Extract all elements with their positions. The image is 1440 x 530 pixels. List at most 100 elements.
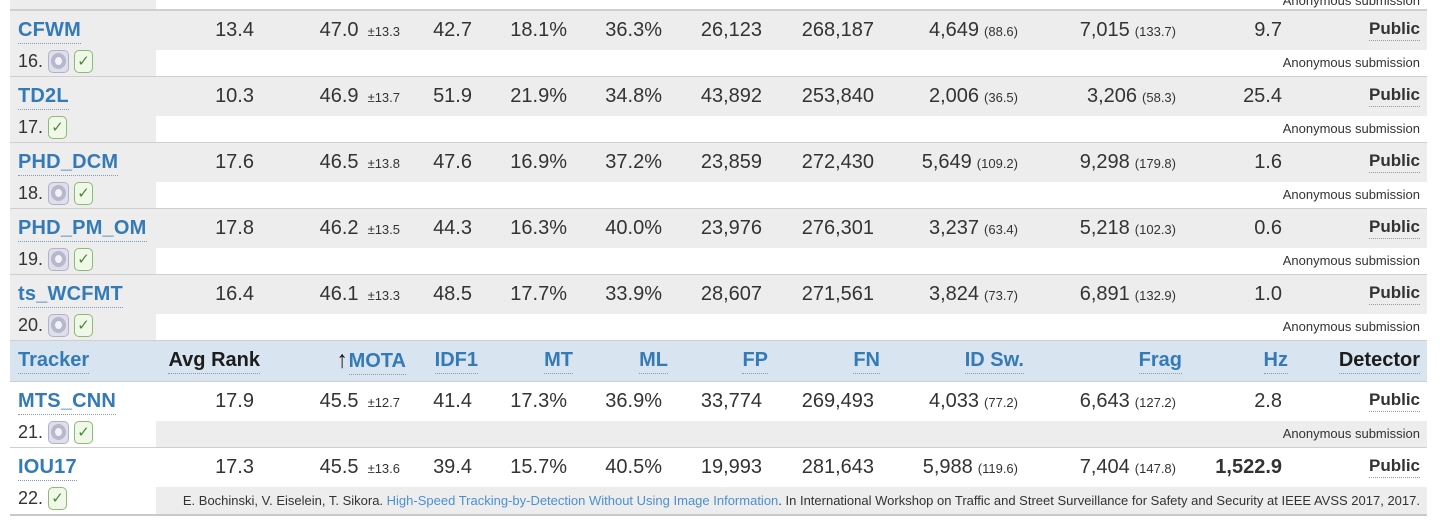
frag-relative: (127.2) [1134,394,1176,410]
column-header-fn[interactable]: FN [776,340,888,382]
tracker-link[interactable]: TD2L [18,85,69,110]
submission-row: Anonymous submission [10,420,1427,448]
tracker-link[interactable]: IOU17 [18,456,77,482]
column-header-mota[interactable]: ↑MOTA [268,340,414,382]
idsw-value: 3,237 [928,216,980,239]
mota-std-error: ±13.6 [367,460,400,476]
checkmark-icon[interactable]: ✓ [74,421,94,444]
tracker-link[interactable]: ts_WCFMT [18,283,123,308]
ml-cell: 36.3% [581,10,676,50]
mt-cell: 15.7% [486,447,581,487]
submission-cell: Anonymous submission [156,420,1427,448]
column-header-label: Avg Rank [168,349,260,374]
column-header-hz[interactable]: Hz [1190,340,1296,382]
frag-relative: (102.3) [1134,221,1176,237]
ml-cell: 36.9% [581,381,676,421]
mota-std-error: ±12.7 [367,394,400,410]
hz-cell: 0.6 [1190,208,1296,248]
frag-relative: (147.8) [1134,460,1176,476]
tracker-link[interactable]: CFWM [18,19,81,44]
column-header-mt[interactable]: MT [486,340,581,382]
submission-cell: E. Bochinski, V. Eiselein, T. Sikora. Hi… [156,486,1427,514]
detector-label[interactable]: Public [1368,456,1420,479]
aperture-icon[interactable] [48,248,70,271]
idf1-cell: 51.9 [414,76,486,116]
checkmark-icon[interactable]: ✓ [74,314,94,337]
idf1-cell: 47.6 [414,142,486,182]
detector-label[interactable]: Public [1368,283,1420,306]
frag-cell: 5,218 (102.3) [1032,208,1190,248]
idsw-relative: (109.2) [976,155,1018,171]
column-header-id-sw[interactable]: ID Sw. [888,340,1032,382]
frag-value: 3,206 [1086,84,1138,107]
rank-number: 19. [18,249,44,269]
fn-cell: 276,301 [776,208,888,248]
submission-row: Anonymous submission [10,181,1427,209]
column-header-avg-rank[interactable]: Avg Rank [156,340,268,382]
mota-value: 47.0 [319,18,359,41]
column-header-idf1[interactable]: IDF1 [414,340,486,382]
idsw-value: 2,006 [928,84,980,107]
idf1-cell: 41.4 [414,381,486,421]
tracker-cell: PHD_PM_OM 19. ✓ [10,208,156,275]
fp-cell: 28,607 [676,274,776,314]
aperture-icon[interactable] [48,50,70,73]
citation-authors: E. Bochinski, V. Eiselein, T. Sikora. [182,492,387,508]
rank-line: 16. ✓ [18,50,156,73]
sort-ascending-arrow-icon: ↑ [336,345,348,374]
ml-cell: 40.0% [581,208,676,248]
aperture-icon[interactable] [48,314,70,337]
submission-row: Anonymous submission [10,313,1427,341]
frag-relative: (58.3) [1142,89,1176,105]
tracker-link[interactable]: PHD_PM_OM [18,217,147,242]
mota-value: 46.1 [319,282,359,305]
column-header-tracker[interactable]: Tracker [10,340,156,382]
frag-value: 5,218 [1079,216,1130,239]
submission-cell: Anonymous submission [156,49,1427,77]
idsw-cell: 4,649 (88.6) [888,10,1032,50]
column-header-detector[interactable]: Detector [1296,340,1427,382]
ml-cell: 34.8% [581,76,676,116]
column-header-frag[interactable]: Frag [1032,340,1190,382]
mota-cell: 46.9 ±13.7 [268,76,414,116]
clipped-previous-row: Anonymous submission [10,0,1427,10]
mt-cell: 16.9% [486,142,581,182]
detector-label[interactable]: Public [1368,390,1420,413]
idsw-relative: (77.2) [984,394,1018,410]
idf1-cell: 42.7 [414,10,486,50]
detector-label[interactable]: Public [1368,19,1420,42]
checkmark-icon[interactable]: ✓ [48,487,68,511]
detector-label[interactable]: Public [1368,151,1420,174]
column-header-fp[interactable]: FP [676,340,776,382]
column-header-label: IDF1 [434,349,478,374]
column-header-ml[interactable]: ML [581,340,676,382]
detector-label[interactable]: Public [1368,85,1420,108]
fn-cell: 268,187 [776,10,888,50]
tracker-link[interactable]: PHD_DCM [18,151,119,176]
checkmark-icon[interactable]: ✓ [48,116,68,139]
frag-value: 9,298 [1079,150,1130,173]
idsw-cell: 2,006 (36.5) [888,76,1032,116]
tracker-link[interactable]: MTS_CNN [18,390,117,415]
checkmark-icon[interactable]: ✓ [74,248,94,271]
frag-cell: 6,643 (127.2) [1032,381,1190,421]
detector-cell: Public [1296,447,1427,487]
mota-value: 46.9 [319,84,359,107]
mota-cell: 46.2 ±13.5 [268,208,414,248]
clipped-submission-text: Anonymous submission [1282,0,1420,8]
aperture-icon[interactable] [48,182,70,205]
mt-cell: 17.3% [486,381,581,421]
detector-label[interactable]: Public [1368,217,1420,240]
frag-relative: (132.9) [1134,287,1176,303]
aperture-icon[interactable] [48,421,70,444]
citation-title-link[interactable]: High-Speed Tracking-by-Detection Without… [386,492,779,508]
column-header-label: Detector [1338,349,1420,374]
column-header-label: MOTA [348,350,406,375]
column-header-label: ML [639,349,668,374]
checkmark-icon[interactable]: ✓ [74,182,94,205]
ml-cell: 37.2% [581,142,676,182]
idsw-relative: (88.6) [984,23,1018,39]
checkmark-icon[interactable]: ✓ [74,50,94,73]
mota-cell: 46.5 ±13.8 [268,142,414,182]
mota-cell: 46.1 ±13.3 [268,274,414,314]
